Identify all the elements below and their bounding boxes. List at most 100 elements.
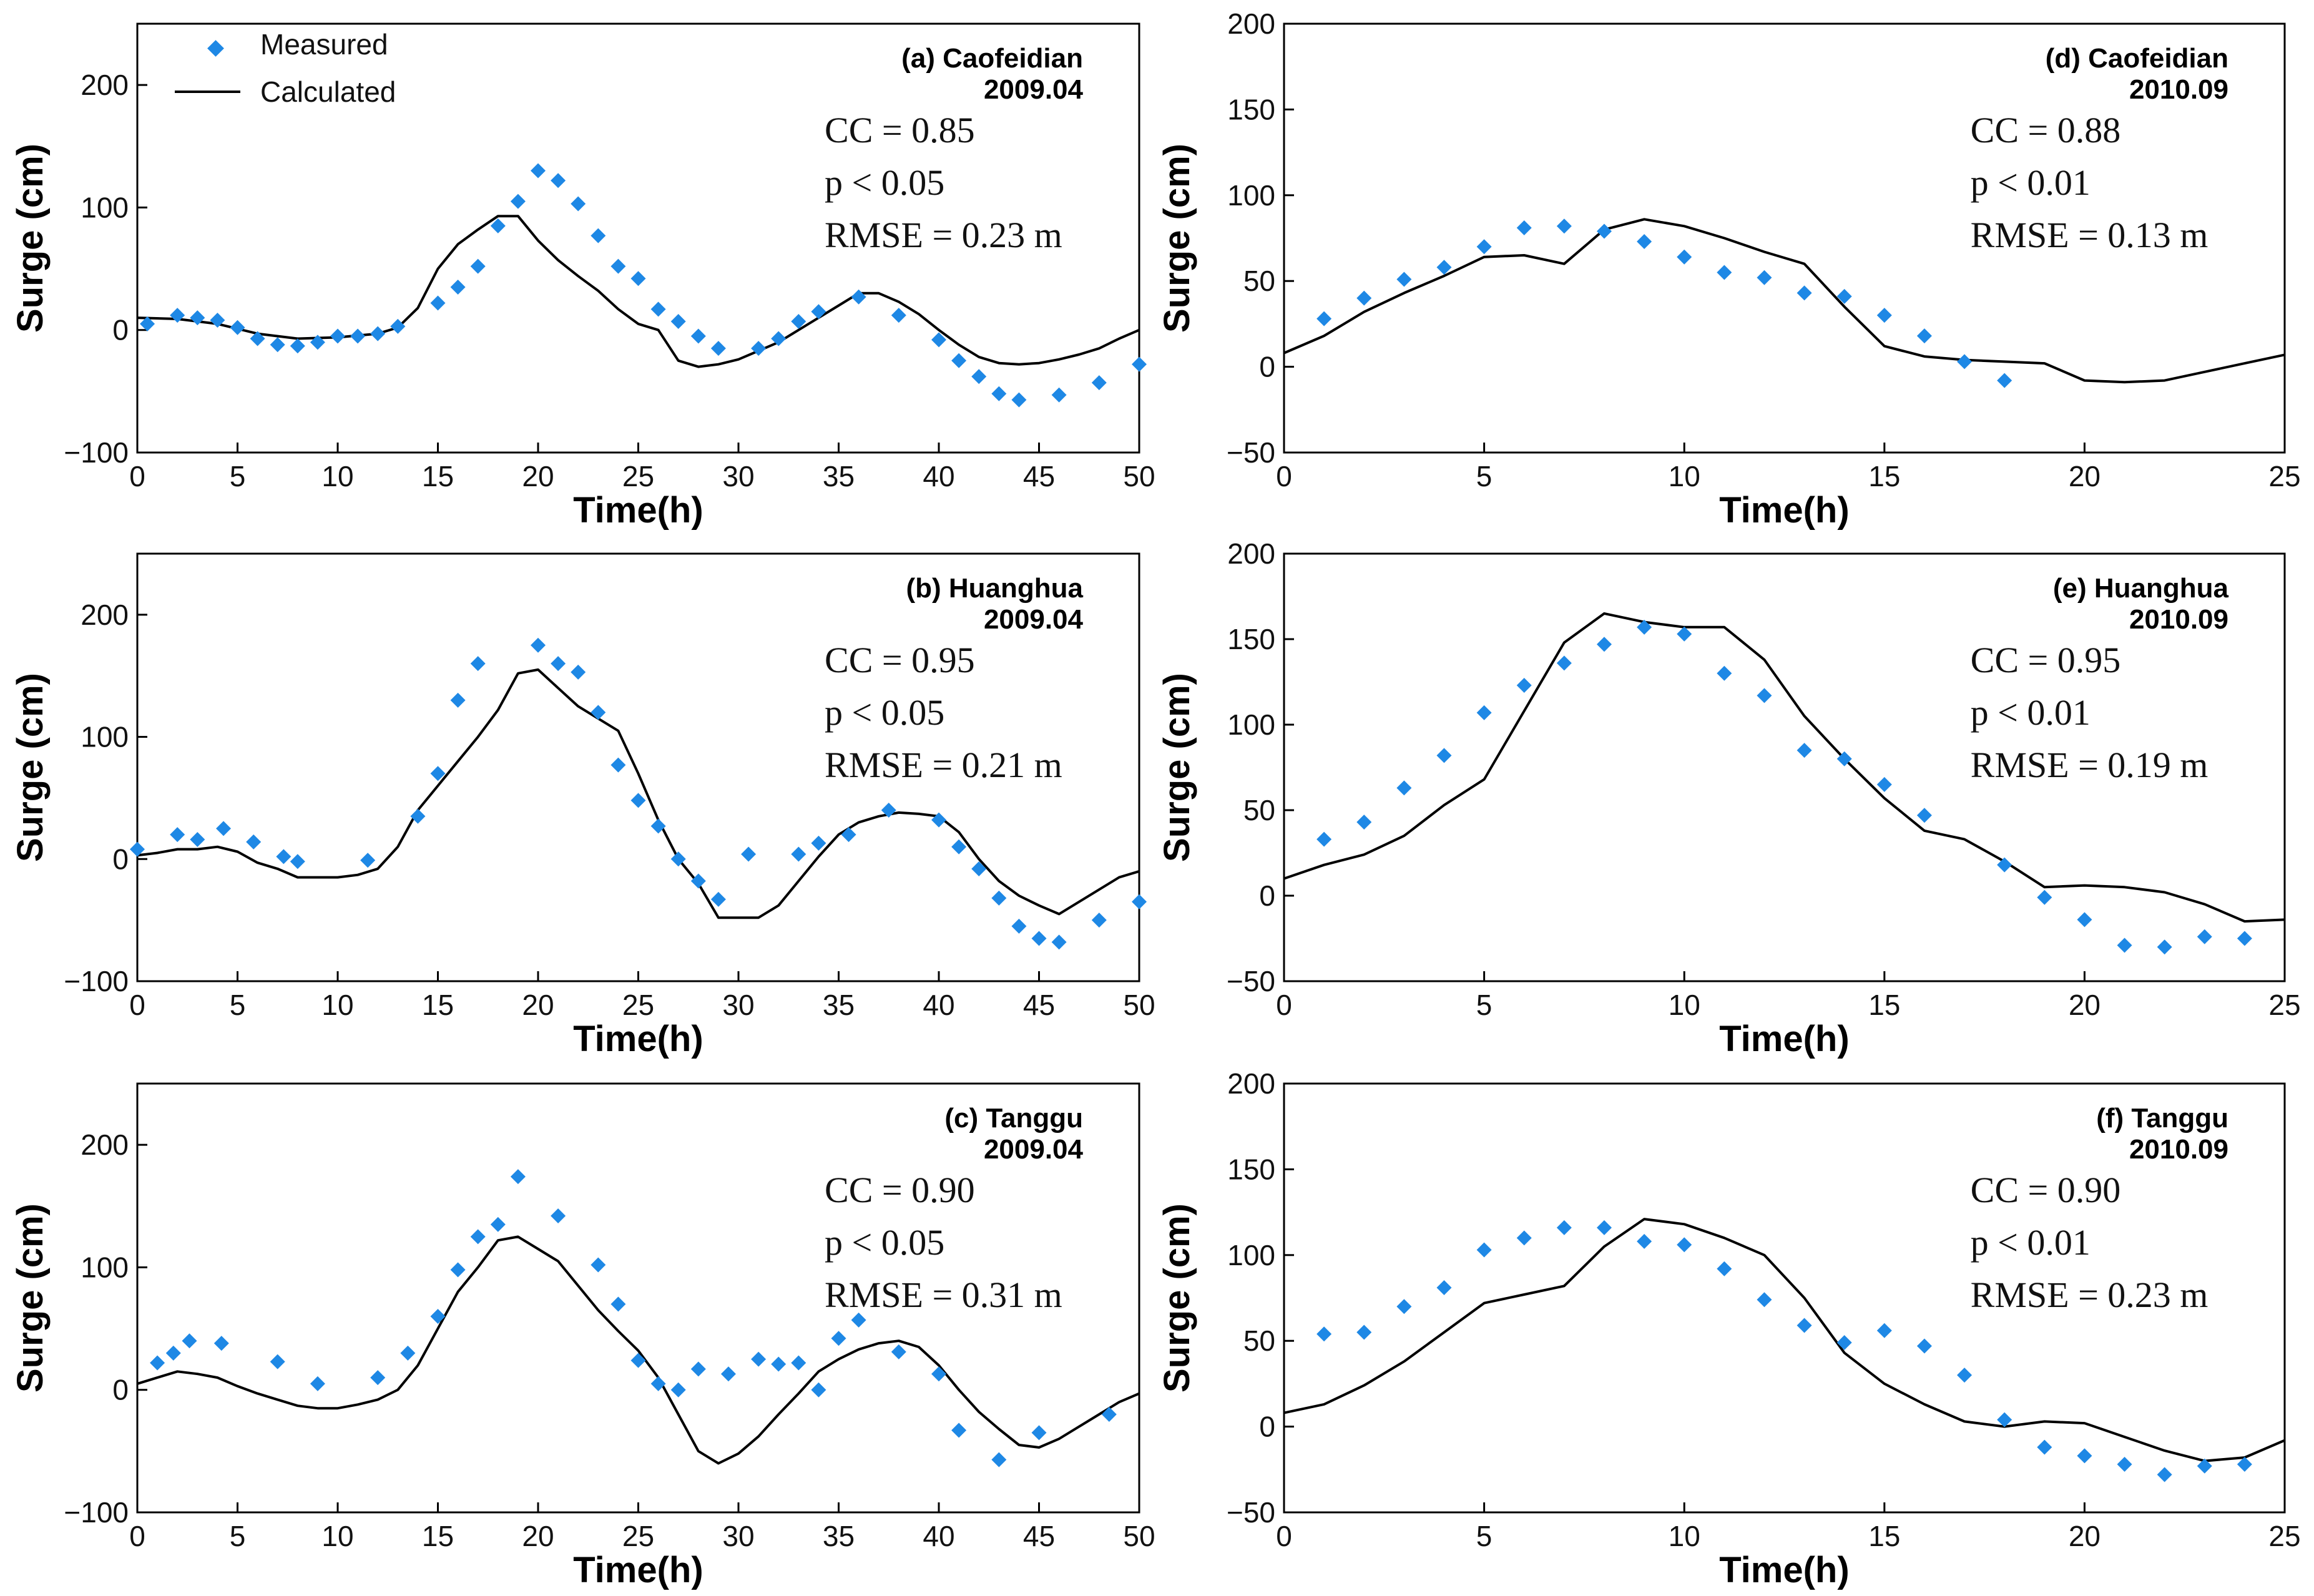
date-label: 2009.04	[984, 74, 1084, 105]
measured-point	[1637, 619, 1652, 635]
measured-point	[1637, 233, 1652, 249]
measured-point	[610, 1296, 626, 1312]
measured-point	[510, 193, 526, 209]
measured-point	[551, 173, 566, 188]
measured-point	[1556, 655, 1572, 671]
x-tick-label: 5	[1476, 989, 1493, 1021]
measured-point	[1556, 1220, 1572, 1235]
measured-point	[2157, 1467, 2172, 1482]
date-label: 2010.09	[2129, 1134, 2228, 1165]
y-tick-label: 200	[81, 599, 129, 631]
y-tick-label: 0	[112, 314, 129, 346]
measured-point	[951, 353, 967, 368]
measured-point	[1836, 751, 1852, 766]
measured-point	[1677, 249, 1692, 265]
stat-label: CC = 0.95	[825, 640, 975, 680]
y-tick-label: 50	[1243, 1324, 1275, 1357]
measured-point	[2117, 938, 2132, 953]
measured-point	[791, 846, 806, 862]
station-label: (a) Caofeidian	[901, 43, 1083, 74]
x-tick-label: 25	[2268, 989, 2300, 1021]
measured-point	[1596, 637, 1612, 652]
x-tick-label: 35	[823, 989, 855, 1021]
x-tick-label: 10	[321, 989, 353, 1021]
station-label: (d) Caofeidian	[2046, 43, 2228, 74]
measured-point	[851, 1312, 866, 1328]
measured-point	[610, 757, 626, 773]
measured-point	[1101, 1406, 1117, 1422]
measured-point	[270, 1354, 285, 1369]
measured-point	[1031, 931, 1047, 946]
measured-point	[450, 1262, 466, 1278]
stat-label: RMSE = 0.23 m	[825, 215, 1062, 255]
x-tick-label: 45	[1023, 460, 1055, 492]
x-tick-label: 0	[1276, 1520, 1292, 1552]
measured-point	[551, 656, 566, 672]
measured-point	[1717, 1261, 1732, 1276]
stat-label: CC = 0.90	[1971, 1170, 2121, 1210]
x-tick-label: 50	[1123, 1520, 1155, 1552]
x-tick-label: 30	[722, 1520, 754, 1552]
y-tick-label: 50	[1243, 794, 1275, 826]
measured-point	[1876, 1323, 1892, 1338]
x-tick-label: 15	[422, 460, 454, 492]
measured-point	[811, 304, 826, 320]
measured-point	[290, 854, 305, 869]
measured-point	[370, 326, 386, 341]
x-tick-label: 5	[1476, 1520, 1493, 1552]
x-tick-label: 20	[522, 1520, 554, 1552]
measured-point	[210, 313, 225, 328]
y-axis-title: Surge (cm)	[10, 1203, 51, 1393]
measured-point	[591, 228, 606, 243]
y-tick-label: 0	[1259, 879, 1275, 912]
measured-point	[1757, 688, 1772, 703]
plot-frame	[1283, 1082, 2286, 1514]
measured-point	[2077, 912, 2092, 928]
legend-measured-label: Measured	[260, 28, 388, 61]
measured-point	[1436, 1280, 1452, 1296]
measured-point	[2037, 1439, 2052, 1455]
measured-point	[290, 338, 305, 354]
measured-point	[741, 846, 757, 862]
calculated-line	[137, 1235, 1140, 1465]
date-label: 2009.04	[984, 604, 1084, 635]
measured-point	[931, 332, 946, 348]
measured-point	[1316, 831, 1332, 847]
measured-point	[690, 328, 706, 344]
x-tick-label: 15	[422, 989, 454, 1021]
measured-point	[190, 310, 205, 326]
measured-point	[1997, 857, 2012, 873]
measured-point	[2197, 929, 2212, 944]
measured-point	[2037, 889, 2052, 905]
measured-point	[531, 637, 546, 653]
measured-point	[2157, 939, 2172, 955]
stat-label: CC = 0.88	[1971, 110, 2121, 150]
measured-point	[650, 301, 666, 317]
measured-point	[891, 308, 906, 323]
measured-point	[1356, 815, 1372, 830]
measured-point	[551, 1208, 566, 1223]
x-axis-title: Time(h)	[573, 1550, 703, 1590]
stat-label: p < 0.01	[1971, 692, 2091, 733]
measured-point	[430, 295, 446, 311]
measured-point	[1717, 665, 1732, 681]
calculated-line	[1283, 218, 2285, 384]
measured-point	[2237, 1457, 2252, 1472]
measured-point	[610, 258, 626, 274]
x-tick-label: 45	[1023, 1520, 1055, 1552]
x-tick-label: 25	[622, 1520, 654, 1552]
x-tick-label: 0	[129, 989, 145, 1021]
y-tick-label: 100	[1227, 1239, 1275, 1271]
measured-point	[1396, 1299, 1412, 1314]
legend: Measured Calculated	[175, 28, 396, 108]
measured-point	[213, 1336, 229, 1351]
measured-point	[230, 320, 245, 335]
x-tick-label: 10	[1669, 989, 1700, 1021]
measured-point	[510, 1169, 526, 1185]
x-tick-label: 0	[1276, 460, 1292, 492]
stat-label: p < 0.05	[825, 162, 944, 203]
x-tick-label: 40	[923, 989, 954, 1021]
measured-point	[951, 1422, 967, 1438]
measured-point	[630, 793, 646, 808]
